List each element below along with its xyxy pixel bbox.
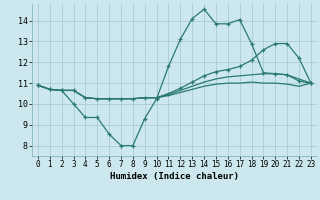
X-axis label: Humidex (Indice chaleur): Humidex (Indice chaleur) xyxy=(110,172,239,181)
